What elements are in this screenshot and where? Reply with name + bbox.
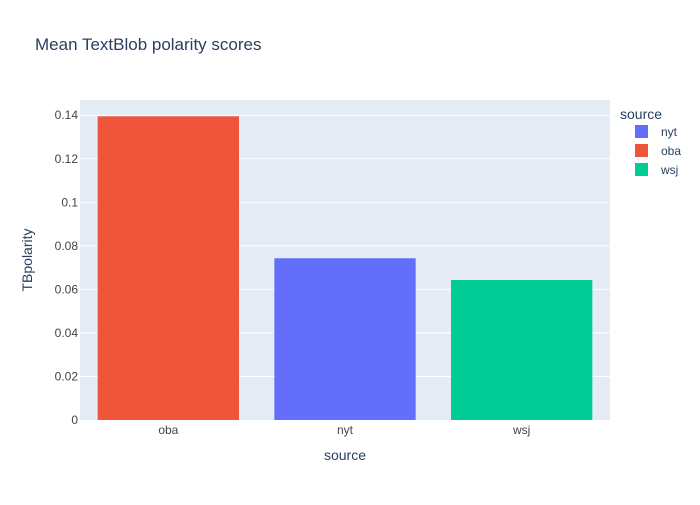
y-tick-label: 0.1: [61, 195, 78, 209]
chart-title: Mean TextBlob polarity scores: [35, 35, 261, 54]
y-tick-label: 0.04: [55, 326, 79, 340]
legend-swatch-wsj[interactable]: [635, 163, 648, 176]
y-tick-label: 0.14: [55, 108, 79, 122]
x-tick-label: nyt: [337, 423, 354, 437]
legend-swatch-oba[interactable]: [635, 144, 648, 157]
legend-label-wsj[interactable]: wsj: [660, 163, 678, 177]
y-tick-labels: 0 0.02 0.04 0.06 0.08 0.1 0.12 0.14: [55, 108, 79, 427]
legend-title: source: [620, 106, 662, 122]
legend-swatch-nyt[interactable]: [635, 125, 648, 138]
legend-label-nyt[interactable]: nyt: [661, 125, 678, 139]
x-tick-label: wsj: [512, 423, 530, 437]
x-axis-label: source: [324, 447, 366, 463]
y-tick-label: 0.12: [55, 152, 79, 166]
bar-oba: [97, 116, 240, 420]
bar-wsj: [451, 280, 593, 420]
y-tick-label: 0.06: [55, 282, 79, 296]
y-axis-label: TBpolarity: [19, 228, 35, 291]
y-tick-label: 0: [71, 413, 78, 427]
x-tick-labels: oba nyt wsj: [158, 423, 530, 437]
legend: source nyt oba wsj: [620, 106, 681, 177]
bar-nyt: [274, 258, 416, 420]
x-tick-label: oba: [158, 423, 178, 437]
y-tick-label: 0.08: [55, 239, 79, 253]
legend-label-oba[interactable]: oba: [661, 144, 681, 158]
y-tick-label: 0.02: [55, 369, 79, 383]
bars: [97, 116, 593, 420]
